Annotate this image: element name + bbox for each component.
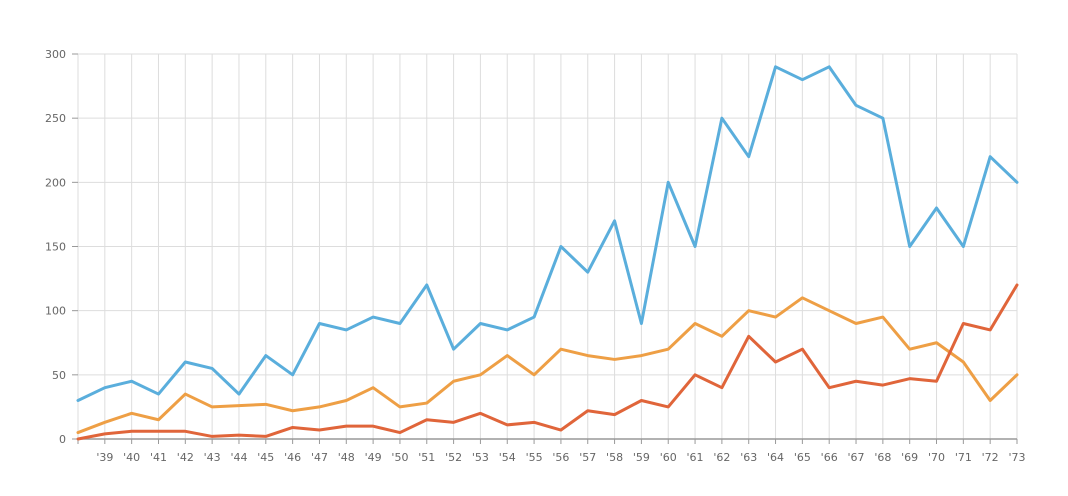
x-tick-label: '72 (982, 451, 999, 464)
x-tick-label: '66 (821, 451, 838, 464)
series-lines (76, 65, 1019, 441)
y-tick-label: 200 (45, 176, 66, 189)
x-tick-label: '58 (606, 451, 623, 464)
x-tick-label: '60 (660, 451, 677, 464)
x-tick-label: '65 (794, 451, 811, 464)
grid (77, 53, 1018, 440)
x-tick-label: '53 (472, 451, 489, 464)
x-tick-label: '62 (713, 451, 730, 464)
y-tick-label: 100 (45, 305, 66, 318)
series-line-2 (76, 296, 1019, 435)
x-tick-label: '63 (740, 451, 757, 464)
y-tick-label: 50 (52, 369, 66, 382)
x-tick-label: '49 (365, 451, 382, 464)
x-tick-label: '39 (96, 451, 113, 464)
x-tick-label: '64 (767, 451, 784, 464)
y-tick-label: 250 (45, 112, 66, 125)
x-tick-label: '59 (633, 451, 650, 464)
x-tick-label: '71 (955, 451, 972, 464)
x-tick-label: '68 (874, 451, 891, 464)
x-tick-label: '51 (418, 451, 435, 464)
x-tick-label: '46 (284, 451, 301, 464)
y-tick-label: 150 (45, 241, 66, 254)
x-tick-label: '44 (230, 451, 247, 464)
series-line-3 (76, 283, 1019, 441)
x-tick-label: '50 (391, 451, 408, 464)
x-tick-label: '47 (311, 451, 328, 464)
x-tick-label: '69 (901, 451, 918, 464)
x-tick-label: '55 (526, 451, 543, 464)
x-tick-label: '54 (499, 451, 516, 464)
axes (72, 53, 1018, 444)
series-line-1 (76, 65, 1019, 402)
x-tick-label: '40 (123, 451, 140, 464)
x-tick-label: '56 (552, 451, 569, 464)
x-tick-label: '70 (928, 451, 945, 464)
x-tick-label: '73 (1008, 451, 1025, 464)
x-tick-label: '43 (204, 451, 221, 464)
x-tick-label: '48 (338, 451, 355, 464)
x-tick-label: '57 (579, 451, 596, 464)
tick-labels: 0 50 100 150 200 250 300 '39 '40 '41 '42 '43 '44 '45 '… (45, 48, 1026, 464)
x-tick-label: '52 (445, 451, 462, 464)
x-tick-label: '61 (687, 451, 704, 464)
y-tick-label: 0 (59, 433, 66, 446)
y-tick-label: 300 (45, 48, 66, 61)
x-tick-label: '67 (848, 451, 865, 464)
x-tick-label: '45 (257, 451, 274, 464)
x-tick-label: '42 (177, 451, 194, 464)
x-tick-label: '41 (150, 451, 167, 464)
